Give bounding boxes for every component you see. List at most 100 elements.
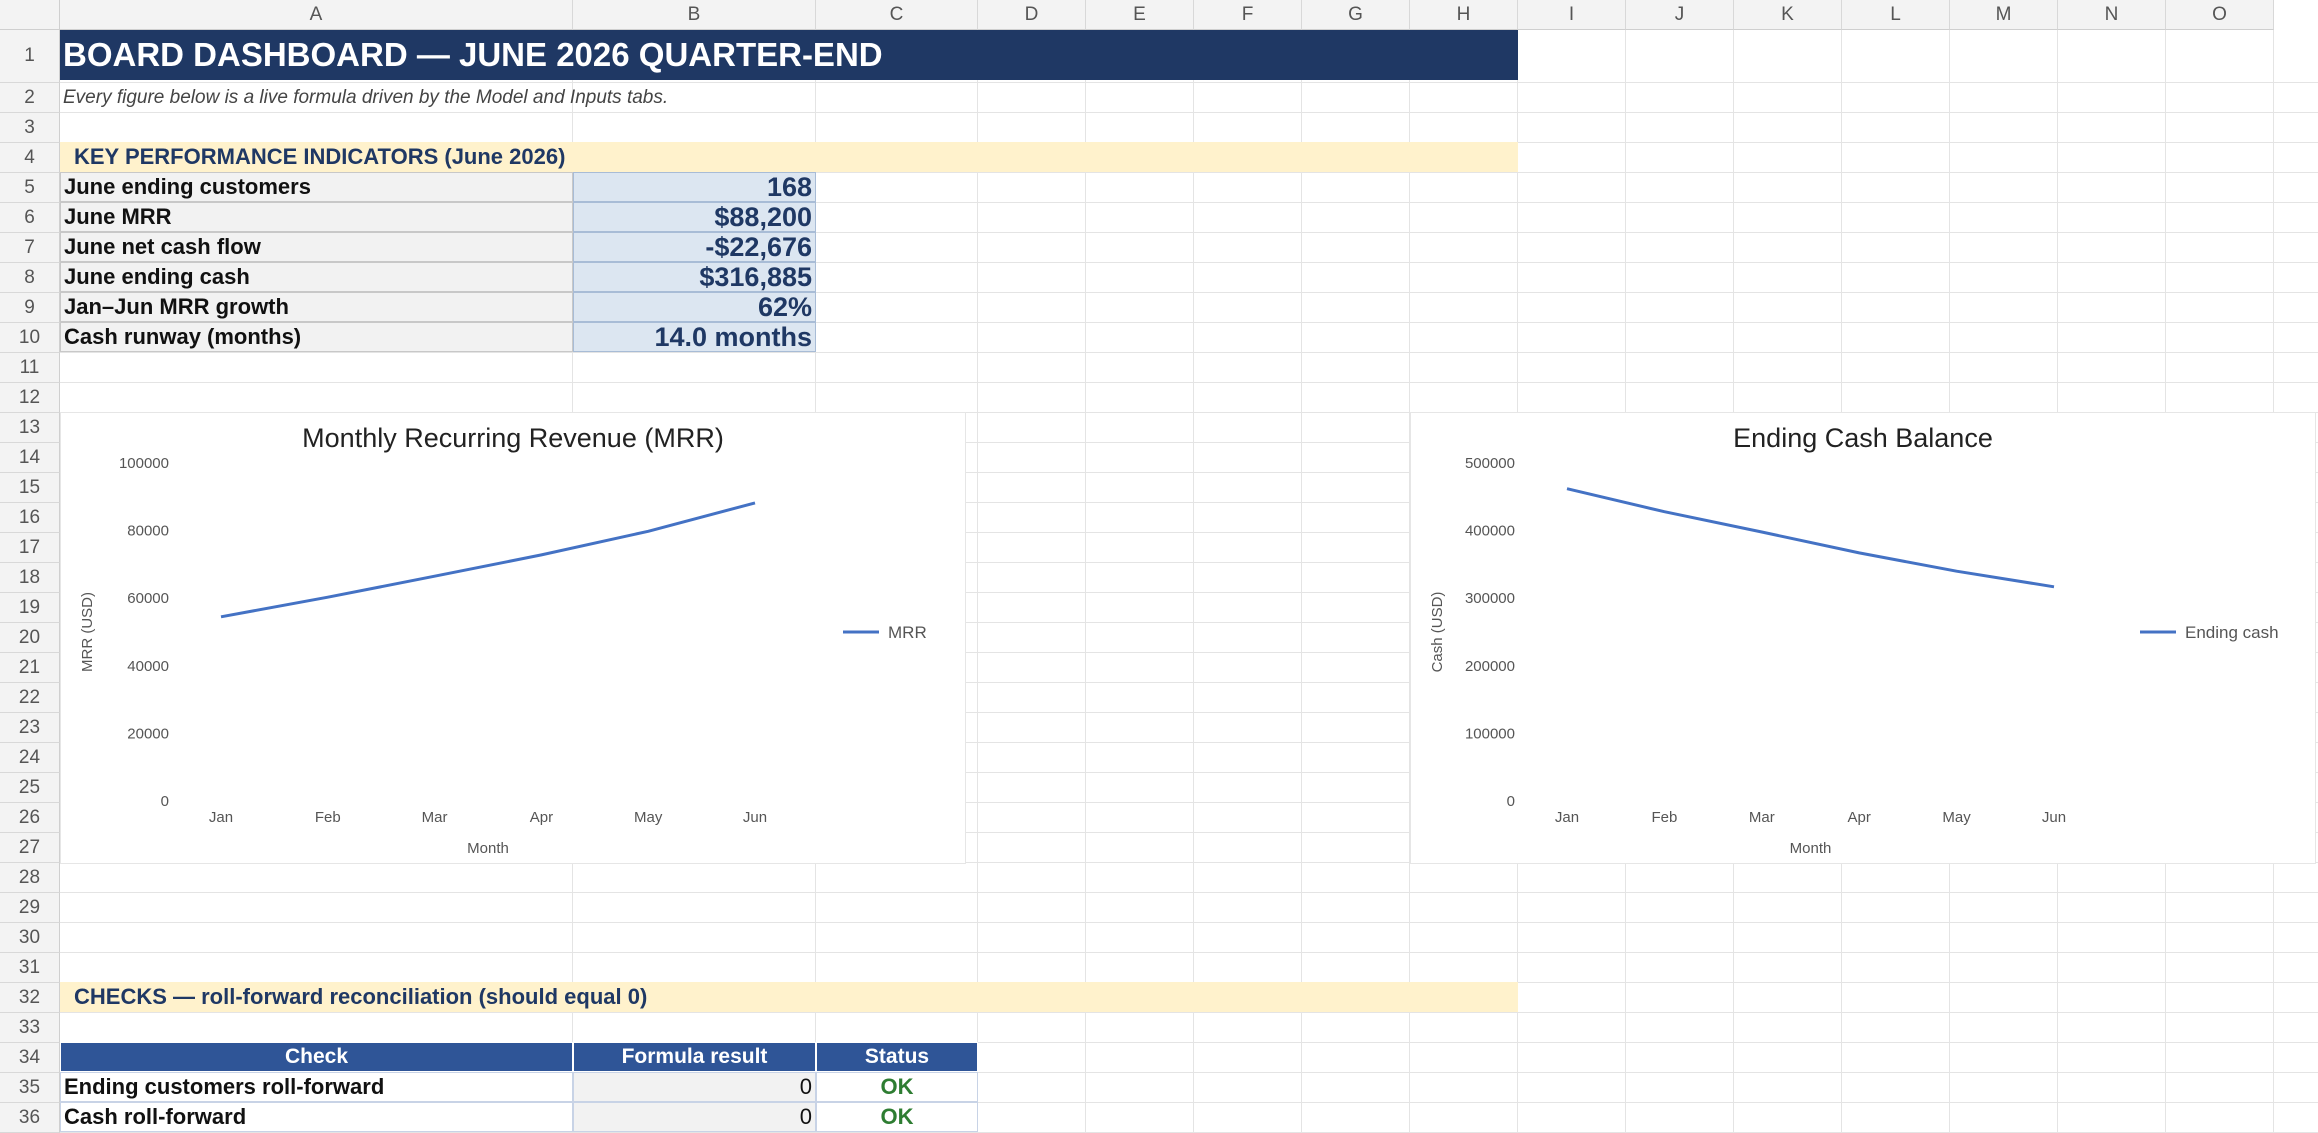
- grid-row-line: [60, 1042, 2318, 1043]
- row-header-11[interactable]: 11: [0, 353, 60, 383]
- row-header-17[interactable]: 17: [0, 533, 60, 563]
- kpi-label[interactable]: June MRR: [60, 202, 573, 232]
- check-status-cash[interactable]: OK: [816, 1102, 978, 1132]
- column-header-g[interactable]: G: [1302, 0, 1410, 30]
- mrr-chart[interactable]: Monthly Recurring Revenue (MRR) 0 20000 400…: [60, 412, 966, 864]
- check-name-customers[interactable]: Ending customers roll-forward: [60, 1072, 573, 1102]
- check-status-customers[interactable]: OK: [816, 1072, 978, 1102]
- checks-section-header[interactable]: CHECKS — roll-forward reconciliation (sh…: [60, 982, 1518, 1012]
- kpi-label[interactable]: June ending customers: [60, 172, 573, 202]
- row-header-21[interactable]: 21: [0, 653, 60, 683]
- row-header-36[interactable]: 36: [0, 1103, 60, 1133]
- row-header-34[interactable]: 34: [0, 1043, 60, 1073]
- row-header-6[interactable]: 6: [0, 203, 60, 233]
- grid-row-line: [60, 832, 2318, 833]
- grid-column-line: [1409, 30, 1410, 1133]
- row-header-4[interactable]: 4: [0, 143, 60, 173]
- mrr-chart-x-tick-label: Jun: [743, 809, 767, 826]
- row-header-18[interactable]: 18: [0, 563, 60, 593]
- kpi-value[interactable]: $88,200: [573, 202, 816, 232]
- row-header-29[interactable]: 29: [0, 893, 60, 923]
- row-header-2[interactable]: 2: [0, 83, 60, 113]
- row-header-15[interactable]: 15: [0, 473, 60, 503]
- column-header-d[interactable]: D: [978, 0, 1086, 30]
- row-header-35[interactable]: 35: [0, 1073, 60, 1103]
- row-header-25[interactable]: 25: [0, 773, 60, 803]
- grid-row-line: [60, 712, 2318, 713]
- cash-chart[interactable]: Ending Cash Balance 0 100000 200000 300000 40…: [1410, 412, 2316, 864]
- row-header-27[interactable]: 27: [0, 833, 60, 863]
- row-header-7[interactable]: 7: [0, 233, 60, 263]
- cash-chart-x-tick-label: Feb: [1651, 809, 1677, 826]
- kpi-label[interactable]: June ending cash: [60, 262, 573, 292]
- column-header-i[interactable]: I: [1518, 0, 1626, 30]
- grid-column-line: [977, 30, 978, 1133]
- checks-header-result[interactable]: Formula result: [573, 1042, 816, 1072]
- column-header-o[interactable]: O: [2166, 0, 2274, 30]
- grid-row-line: [60, 172, 2318, 173]
- check-result-customers[interactable]: 0: [573, 1072, 816, 1102]
- checks-header-check[interactable]: Check: [60, 1042, 573, 1072]
- row-header-26[interactable]: 26: [0, 803, 60, 833]
- grid-row-line: [60, 682, 2318, 683]
- page-title[interactable]: BOARD DASHBOARD — JUNE 2026 QUARTER-END: [60, 30, 1518, 80]
- column-header-f[interactable]: F: [1194, 0, 1302, 30]
- mrr-chart-x-tick-label: Feb: [315, 809, 341, 826]
- column-header-j[interactable]: J: [1626, 0, 1734, 30]
- row-header-31[interactable]: 31: [0, 953, 60, 983]
- kpi-value[interactable]: 168: [573, 172, 816, 202]
- column-header-k[interactable]: K: [1734, 0, 1842, 30]
- kpi-value[interactable]: -$22,676: [573, 232, 816, 262]
- grid-column-line: [1085, 30, 1086, 1133]
- row-header-23[interactable]: 23: [0, 713, 60, 743]
- column-header-l[interactable]: L: [1842, 0, 1950, 30]
- mrr-chart-x-tick-label: Mar: [422, 809, 448, 826]
- row-header-24[interactable]: 24: [0, 743, 60, 773]
- row-header-12[interactable]: 12: [0, 383, 60, 413]
- mrr-chart-y-tick-label: 60000: [127, 590, 169, 607]
- row-header-22[interactable]: 22: [0, 683, 60, 713]
- column-header-h[interactable]: H: [1410, 0, 1518, 30]
- mrr-chart-x-tick-label: Jan: [209, 809, 233, 826]
- row-header-32[interactable]: 32: [0, 983, 60, 1013]
- row-header-10[interactable]: 10: [0, 323, 60, 353]
- mrr-chart-legend-label: MRR: [888, 623, 927, 642]
- row-header-3[interactable]: 3: [0, 113, 60, 143]
- kpi-value[interactable]: 14.0 months: [573, 322, 816, 352]
- kpi-value[interactable]: 62%: [573, 292, 816, 322]
- kpi-label[interactable]: Jan–Jun MRR growth: [60, 292, 573, 322]
- column-header-n[interactable]: N: [2058, 0, 2166, 30]
- row-header-9[interactable]: 9: [0, 293, 60, 323]
- grid-row-line: [60, 442, 2318, 443]
- check-result-cash[interactable]: 0: [573, 1102, 816, 1132]
- grid-row-line: [60, 382, 2318, 383]
- select-all-corner[interactable]: [0, 0, 60, 30]
- cash-chart-y-tick-label: 100000: [1465, 725, 1515, 742]
- row-header-14[interactable]: 14: [0, 443, 60, 473]
- checks-header-status[interactable]: Status: [816, 1042, 978, 1072]
- row-header-33[interactable]: 33: [0, 1013, 60, 1043]
- row-header-20[interactable]: 20: [0, 623, 60, 653]
- grid-row-line: [60, 922, 2318, 923]
- column-header-b[interactable]: B: [573, 0, 816, 30]
- row-header-19[interactable]: 19: [0, 593, 60, 623]
- row-header-1[interactable]: 1: [0, 30, 60, 83]
- row-header-8[interactable]: 8: [0, 263, 60, 293]
- column-header-m[interactable]: M: [1950, 0, 2058, 30]
- row-header-16[interactable]: 16: [0, 503, 60, 533]
- column-header-a[interactable]: A: [60, 0, 573, 30]
- kpi-section-header[interactable]: KEY PERFORMANCE INDICATORS (June 2026): [60, 142, 1518, 172]
- kpi-label[interactable]: June net cash flow: [60, 232, 573, 262]
- row-header-30[interactable]: 30: [0, 923, 60, 953]
- check-name-cash[interactable]: Cash roll-forward: [60, 1102, 573, 1132]
- row-header-13[interactable]: 13: [0, 413, 60, 443]
- row-header-28[interactable]: 28: [0, 863, 60, 893]
- page-subtitle[interactable]: Every figure below is a live formula dri…: [63, 87, 669, 108]
- kpi-value[interactable]: $316,885: [573, 262, 816, 292]
- column-header-e[interactable]: E: [1086, 0, 1194, 30]
- cash-chart-x-tick-label: Jan: [1555, 809, 1579, 826]
- row-header-5[interactable]: 5: [0, 173, 60, 203]
- column-header-c[interactable]: C: [816, 0, 978, 30]
- kpi-label[interactable]: Cash runway (months): [60, 322, 573, 352]
